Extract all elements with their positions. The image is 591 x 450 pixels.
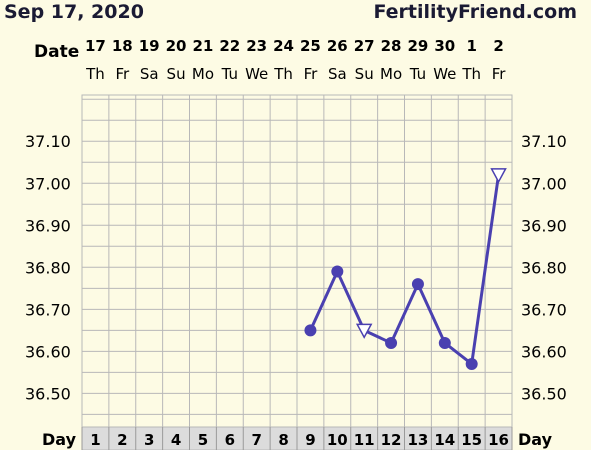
y-tick-label-left: 37.00 xyxy=(25,174,71,193)
weekday-label: Mo xyxy=(380,65,402,83)
y-tick-label-right: 36.50 xyxy=(521,384,567,403)
temperature-point xyxy=(331,265,344,278)
day-number: 7 xyxy=(251,431,261,449)
day-number: 14 xyxy=(434,431,455,449)
date-number: 27 xyxy=(354,37,375,55)
weekday-label: Fr xyxy=(304,65,319,83)
date-number: 2 xyxy=(493,37,503,55)
weekday-label: Th xyxy=(461,65,481,83)
date-row-label: Date xyxy=(34,42,79,62)
date-number: 29 xyxy=(408,37,429,55)
weekday-label: Su xyxy=(355,65,374,83)
temperature-point-open xyxy=(355,323,373,339)
weekday-label: Fr xyxy=(492,65,507,83)
weekday-label: Sa xyxy=(140,65,159,83)
weekday-label: Th xyxy=(273,65,293,83)
y-tick-label-right: 37.00 xyxy=(521,174,567,193)
date-number: 19 xyxy=(139,37,160,55)
date-number: 22 xyxy=(219,37,240,55)
y-tick-label-right: 36.80 xyxy=(521,258,567,277)
y-tick-label-right: 36.70 xyxy=(521,300,567,319)
day-number: 12 xyxy=(381,431,402,449)
date-number: 17 xyxy=(85,37,106,55)
y-tick-label-right: 36.60 xyxy=(521,342,567,361)
temperature-point xyxy=(465,357,478,370)
weekday-label: We xyxy=(433,65,456,83)
date-number: 20 xyxy=(166,37,187,55)
weekday-label: Th xyxy=(85,65,105,83)
y-tick-label-left: 36.70 xyxy=(25,300,71,319)
temperature-point xyxy=(411,278,424,291)
day-number: 3 xyxy=(144,431,154,449)
temperature-point xyxy=(304,324,317,337)
date-number: 24 xyxy=(273,37,294,55)
date-number: 18 xyxy=(112,37,133,55)
day-row-label-right: Day xyxy=(518,430,553,449)
date-number: 21 xyxy=(193,37,214,55)
day-row-label-left: Day xyxy=(42,430,77,449)
weekday-label: Tu xyxy=(221,65,238,83)
day-number: 6 xyxy=(225,431,235,449)
weekday-label: Su xyxy=(167,65,186,83)
temperature-point xyxy=(438,336,451,349)
weekday-label: We xyxy=(245,65,268,83)
day-number: 13 xyxy=(408,431,429,449)
day-number: 11 xyxy=(354,431,375,449)
y-tick-label-left: 36.50 xyxy=(25,384,71,403)
site-name: FertilityFriend.com xyxy=(373,1,577,23)
y-tick-label-right: 37.10 xyxy=(521,132,567,151)
temperature-point-open xyxy=(490,168,507,184)
date-number: 26 xyxy=(327,37,348,55)
day-number: 9 xyxy=(305,431,315,449)
day-number: 1 xyxy=(90,431,100,449)
y-tick-label-left: 36.60 xyxy=(25,342,71,361)
day-number: 15 xyxy=(461,431,482,449)
day-number: 8 xyxy=(278,431,288,449)
temperature-point xyxy=(385,336,398,349)
date-number: 28 xyxy=(381,37,402,55)
chart-title: Sep 17, 2020 xyxy=(4,1,144,23)
date-number: 23 xyxy=(246,37,267,55)
date-number: 30 xyxy=(434,37,455,55)
y-tick-label-left: 37.10 xyxy=(25,132,71,151)
weekday-label: Fr xyxy=(115,65,130,83)
date-number: 1 xyxy=(466,37,476,55)
weekday-label: Sa xyxy=(328,65,347,83)
weekday-label: Tu xyxy=(409,65,426,83)
y-tick-label-left: 36.90 xyxy=(25,216,71,235)
day-number: 16 xyxy=(488,431,509,449)
day-number: 2 xyxy=(117,431,127,449)
y-tick-label-left: 36.80 xyxy=(25,258,71,277)
y-tick-label-right: 36.90 xyxy=(521,216,567,235)
day-number: 10 xyxy=(327,431,348,449)
day-number: 4 xyxy=(171,431,181,449)
weekday-label: Mo xyxy=(192,65,214,83)
date-number: 25 xyxy=(300,37,321,55)
day-number: 5 xyxy=(198,431,208,449)
